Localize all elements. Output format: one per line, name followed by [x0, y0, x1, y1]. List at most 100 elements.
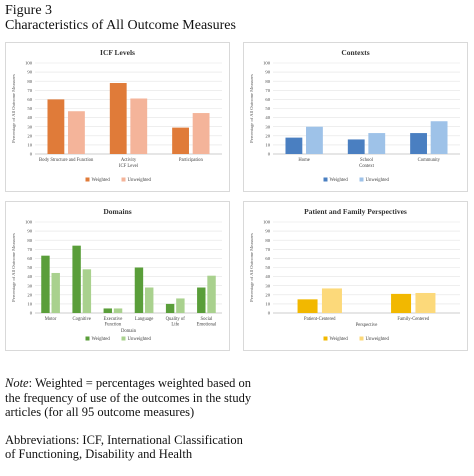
legend-swatch [121, 177, 126, 182]
figure-label: Figure 3 [5, 3, 53, 18]
y-tick-label: 0 [30, 152, 33, 157]
bar-weighted [285, 137, 303, 154]
y-axis-label: Percentage of All Outcome Measures [249, 74, 254, 143]
bar-unweighted [113, 308, 123, 313]
y-tick-label: 60 [265, 256, 270, 261]
legend-swatch [85, 336, 90, 341]
legend-swatch [359, 177, 364, 182]
y-tick-label: 80 [27, 238, 32, 243]
chart-svg: ICF Levels Percentage of All Outcome Meas… [5, 42, 230, 192]
y-tick-label: 60 [27, 97, 32, 102]
note-label: Note [5, 376, 29, 390]
y-tick-label: 80 [27, 79, 32, 84]
chart-title: Contexts [341, 48, 369, 57]
x-tick-label: Home [298, 158, 309, 163]
chart-svg: Patient and Family Perspectives Percentag… [243, 201, 468, 351]
bar-unweighted [368, 133, 386, 154]
bar-unweighted [207, 275, 216, 313]
legend-label: Weighted [330, 337, 349, 342]
y-tick-label: 40 [265, 274, 270, 279]
legend-swatch [323, 177, 328, 182]
abbreviations: Abbreviations: ICF, International Classi… [5, 433, 243, 461]
y-tick-label: 60 [265, 97, 270, 102]
bar-weighted [172, 127, 189, 154]
icf-levels-chart: ICF Levels Percentage of All Outcome Meas… [5, 42, 230, 192]
bar-weighted [165, 303, 175, 313]
y-tick-label: 40 [27, 274, 32, 279]
legend-label: Unweighted [128, 337, 152, 342]
bar-weighted [41, 255, 50, 313]
bar-unweighted [145, 287, 154, 313]
bar-weighted [297, 299, 318, 313]
y-tick-label: 60 [27, 256, 32, 261]
y-tick-label: 90 [27, 70, 32, 75]
y-tick-label: 50 [265, 265, 270, 270]
x-tick-label: Quality of Life [166, 317, 186, 328]
y-tick-label: 70 [265, 88, 270, 93]
bar-weighted [347, 139, 365, 154]
x-tick-label: Patient-Centered [304, 317, 336, 322]
x-tick-label: Language [135, 317, 153, 322]
x-tick-label: Participation [179, 158, 204, 163]
y-tick-label: 100 [263, 61, 271, 66]
figure-note: Note: Weighted = percentages weighted ba… [5, 376, 265, 420]
y-axis-label: Percentage of All Outcome Measures [249, 233, 254, 302]
legend-label: Weighted [92, 178, 111, 183]
y-tick-label: 50 [27, 265, 32, 270]
bar-weighted [47, 99, 65, 154]
bar-weighted [109, 83, 127, 154]
bar-weighted [134, 267, 144, 313]
bar-unweighted [192, 113, 210, 154]
x-tick-label: Body Structure and Function [39, 158, 94, 163]
chart-title: Patient and Family Perspectives [304, 207, 407, 216]
legend-swatch [121, 336, 126, 341]
bar-unweighted [321, 288, 342, 313]
x-axis-label: Domain [121, 329, 137, 334]
bar-unweighted [130, 98, 148, 154]
x-tick-label: School [360, 158, 374, 163]
bar-unweighted [82, 269, 92, 313]
y-tick-label: 80 [265, 238, 270, 243]
bar-weighted [197, 287, 206, 313]
bar-weighted [72, 245, 81, 313]
y-axis-label: Percentage of All Outcome Measures [11, 233, 16, 302]
y-tick-label: 20 [265, 292, 270, 297]
y-tick-label: 10 [265, 302, 270, 307]
y-tick-label: 70 [27, 88, 32, 93]
y-tick-label: 30 [265, 124, 270, 129]
bar-unweighted [176, 298, 185, 313]
legend-swatch [85, 177, 90, 182]
chart-title: ICF Levels [100, 48, 135, 57]
chart-frame [243, 42, 468, 192]
y-tick-label: 30 [27, 283, 32, 288]
y-tick-label: 20 [265, 133, 270, 138]
y-tick-label: 40 [265, 115, 270, 120]
legend-swatch [359, 336, 364, 341]
y-tick-label: 20 [27, 292, 32, 297]
x-axis-label: Context [359, 164, 375, 169]
x-tick-label: Family-Centered [397, 317, 429, 322]
bar-unweighted [306, 126, 323, 154]
perspectives-chart: Patient and Family Perspectives Percentag… [243, 201, 468, 351]
bar-weighted [391, 293, 412, 313]
bar-unweighted [415, 292, 436, 313]
bar-weighted [103, 308, 112, 313]
x-tick-label-line: Emotional [197, 323, 217, 328]
y-tick-label: 0 [268, 152, 271, 157]
x-tick-label-line: Social [201, 317, 213, 322]
y-tick-label: 70 [265, 247, 270, 252]
bar-unweighted [68, 111, 85, 154]
x-axis-label: ICF Level [119, 164, 139, 169]
chart-frame [5, 201, 230, 351]
y-tick-label: 90 [265, 229, 270, 234]
y-tick-label: 10 [27, 302, 32, 307]
y-tick-label: 20 [27, 133, 32, 138]
x-tick-label: Activity [121, 158, 137, 163]
y-tick-label: 0 [268, 311, 271, 316]
legend-label: Unweighted [366, 337, 390, 342]
bar-unweighted [430, 121, 448, 154]
y-tick-label: 0 [30, 311, 33, 316]
y-tick-label: 30 [27, 124, 32, 129]
y-tick-label: 80 [265, 79, 270, 84]
legend-label: Weighted [92, 337, 111, 342]
